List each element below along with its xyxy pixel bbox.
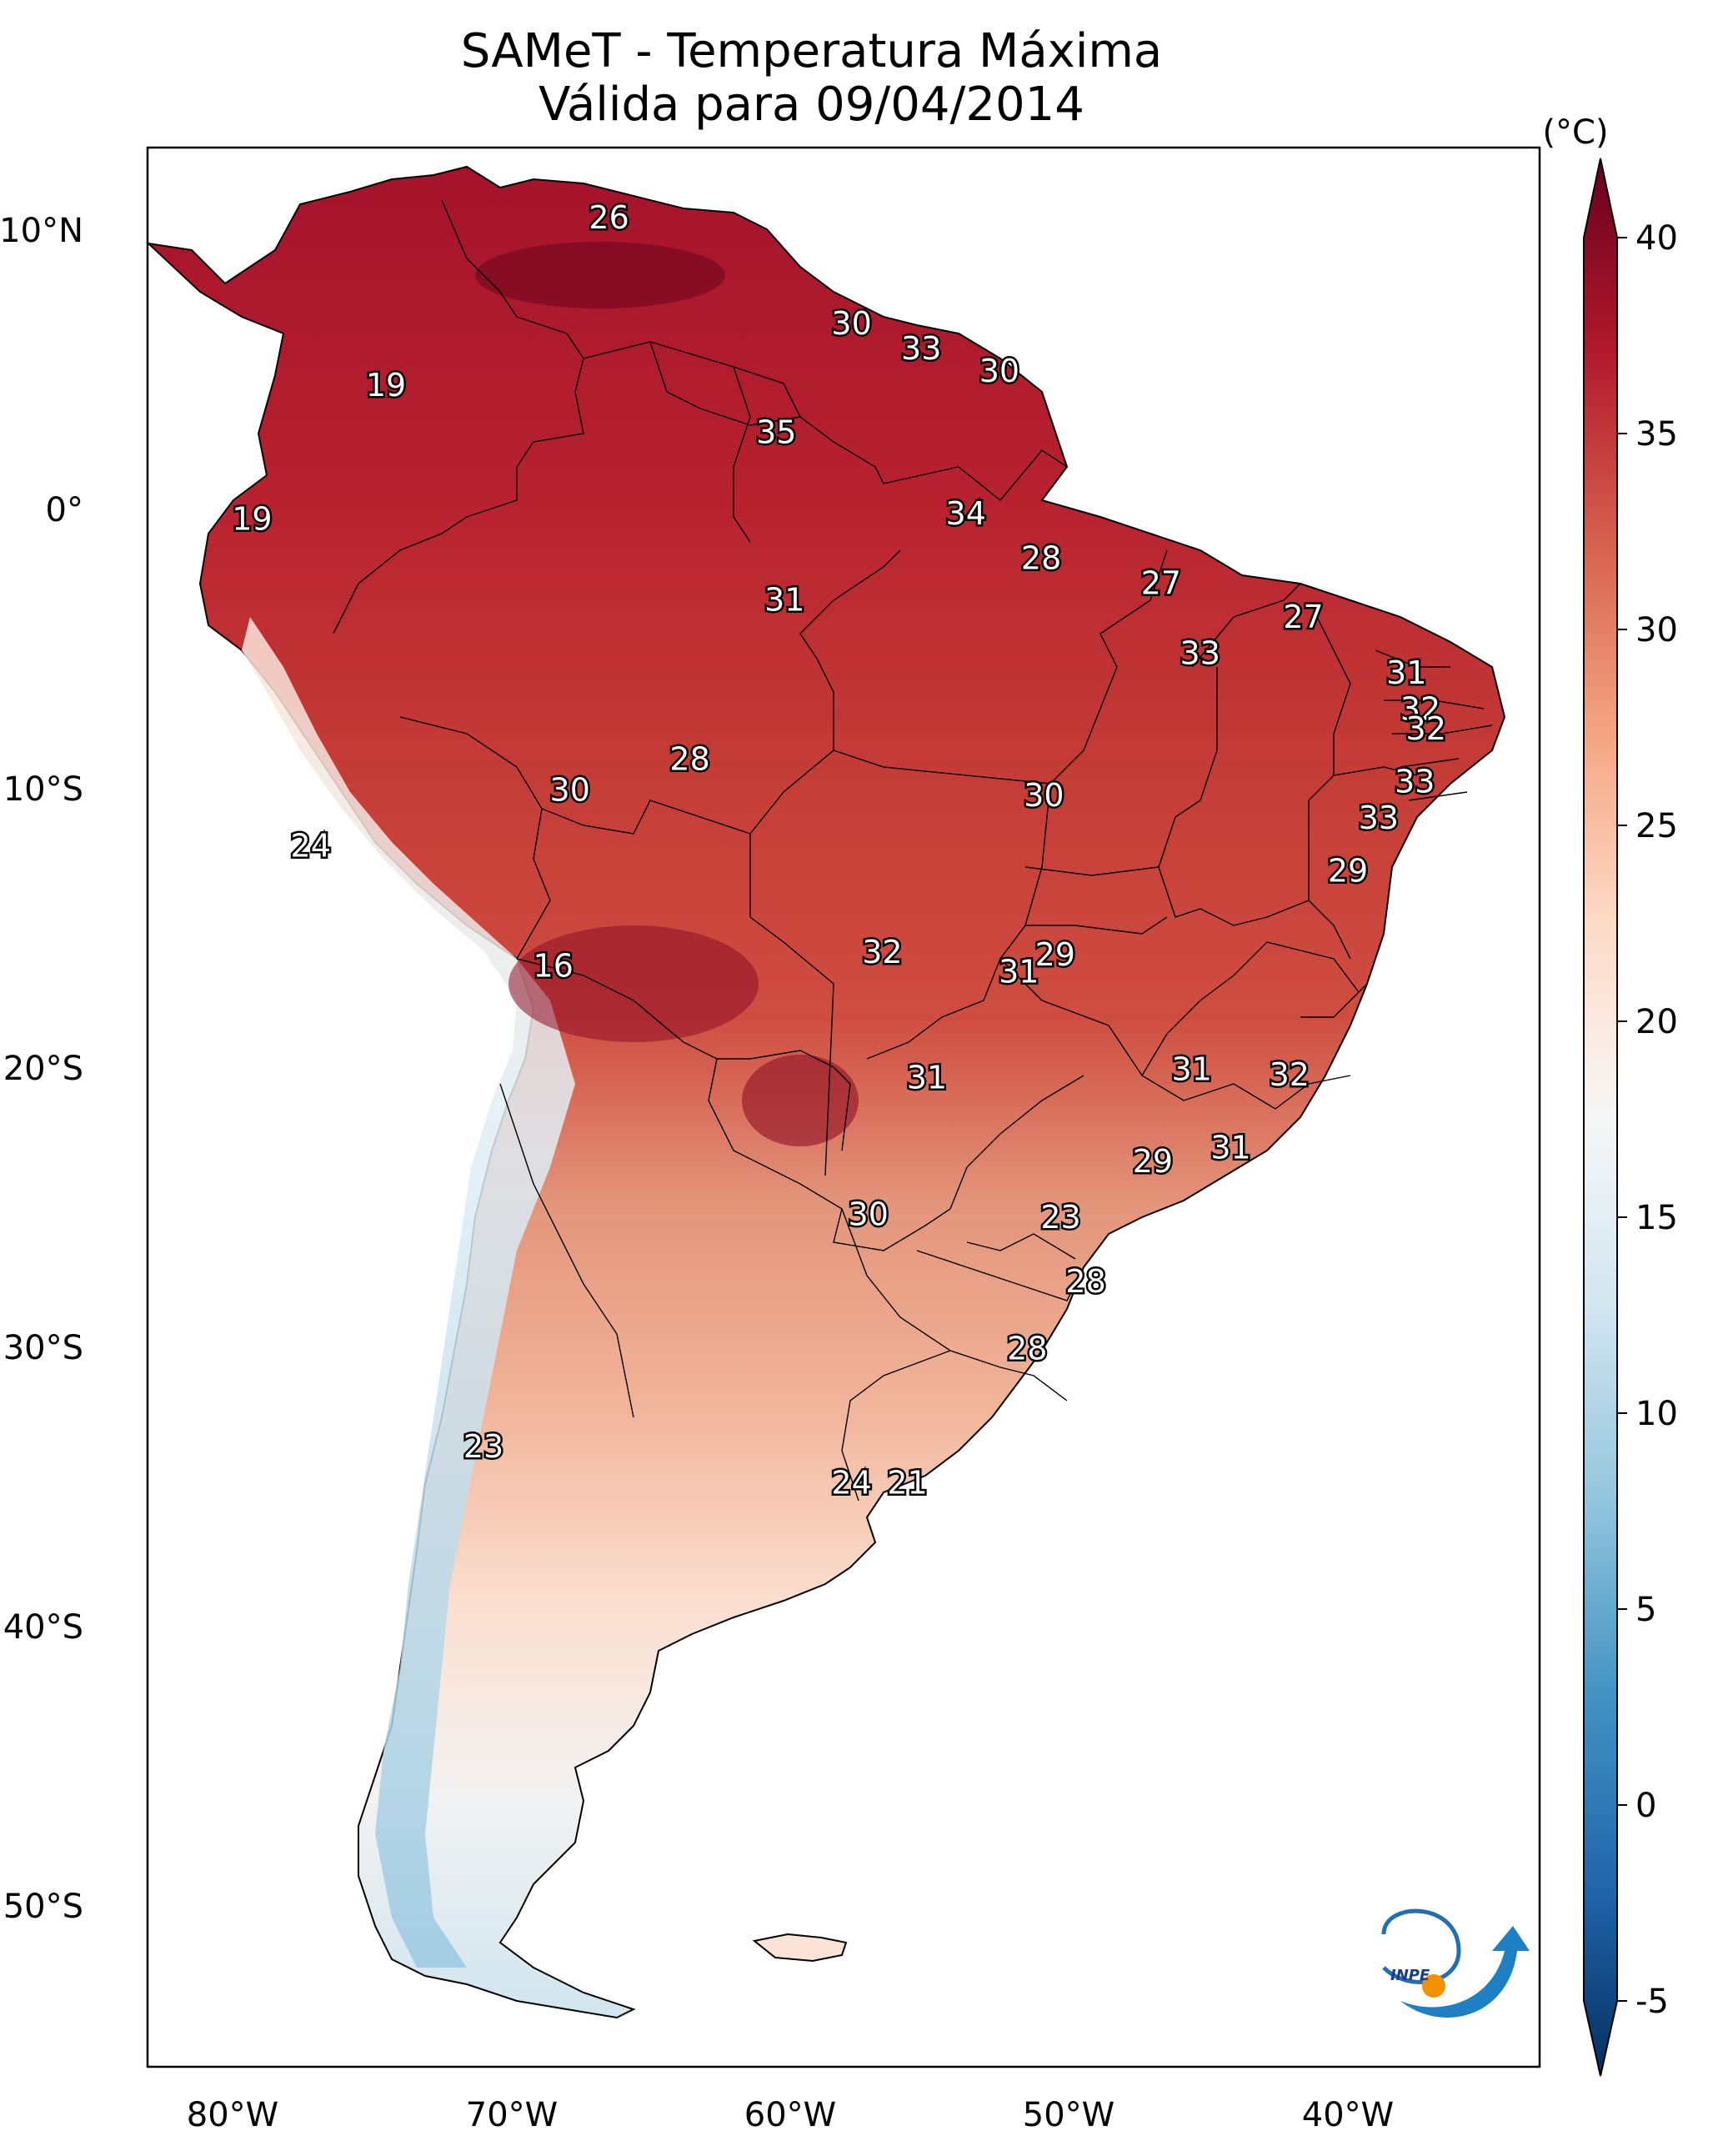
lat-label: 10°N	[0, 212, 83, 250]
temperature-value-label: 28	[1065, 1263, 1105, 1300]
colorbar-tick-label: -5	[1635, 1983, 1669, 2021]
colorbar-unit: (°C)	[1542, 113, 1608, 152]
colorbar-tick-label: 15	[1635, 1199, 1678, 1237]
temperature-value-label: 29	[1035, 936, 1075, 973]
falkland-islands	[752, 1933, 848, 1963]
temperature-value-label: 30	[550, 772, 590, 809]
lat-label: 10°S	[3, 770, 83, 809]
colorbar: (°C) 40 35 30 25 20 15 10 5 0 -5	[1542, 113, 1678, 2077]
temperature-value-label: 33	[1359, 800, 1399, 836]
lon-label: 50°W	[1023, 2096, 1114, 2134]
lat-label: 30°S	[3, 1329, 83, 1367]
lon-label: 80°W	[187, 2096, 278, 2134]
temperature-value-label: 23	[1040, 1199, 1080, 1236]
temperature-value-label: 30	[849, 1196, 889, 1233]
colorbar-tick-label: 40	[1635, 219, 1678, 258]
lat-label: 40°S	[3, 1608, 83, 1647]
temperature-value-label: 24	[831, 1464, 871, 1501]
lat-label: 20°S	[3, 1050, 83, 1088]
temperature-value-label: 21	[887, 1464, 927, 1501]
logo-text: INPE	[1390, 1967, 1430, 1984]
temperature-value-label: 26	[589, 199, 629, 236]
colorbar-tick-label: 0	[1635, 1787, 1656, 1825]
colorbar-body	[1583, 158, 1618, 2077]
colorbar-ticks: 40 35 30 25 20 15 10 5 0 -5	[1617, 219, 1678, 2021]
map-title: SAMeT - Temperatura Máxima	[460, 24, 1163, 78]
logo-arrow-icon	[1400, 1926, 1530, 2018]
hot-region-venezuela	[475, 242, 725, 308]
temperature-value-label: 30	[1024, 777, 1064, 814]
temperature-value-label: 23	[463, 1428, 503, 1465]
colorbar-tick-label: 35	[1635, 415, 1678, 454]
temperature-value-label: 27	[1141, 565, 1181, 602]
lat-label: 50°S	[3, 1888, 83, 1926]
temperature-value-label: 33	[901, 330, 941, 367]
hot-region-bolivia	[508, 925, 759, 1042]
temperature-value-label: 32	[862, 934, 902, 970]
temperature-value-label: 27	[1283, 599, 1323, 635]
temperature-value-label: 31	[1172, 1051, 1212, 1088]
temperature-value-label: 29	[1328, 853, 1368, 890]
lon-label: 70°W	[466, 2096, 558, 2134]
lon-label: 40°W	[1302, 2096, 1394, 2134]
temperature-value-label: 19	[232, 501, 272, 538]
temperature-value-label: 32	[1400, 690, 1440, 727]
temperature-value-label: 28	[1007, 1331, 1047, 1367]
andes-cool-region	[242, 617, 575, 1968]
logo-sun-icon	[1422, 1974, 1445, 1998]
longitude-axis: 80°W 70°W 60°W 50°W 40°W	[187, 2096, 1394, 2134]
temperature-value-label: 34	[946, 495, 986, 532]
temperature-value-label: 33	[1395, 764, 1435, 800]
colorbar-tick-label: 25	[1635, 807, 1678, 845]
map-subtitle: Válida para 09/04/2014	[538, 78, 1084, 132]
political-borders	[333, 199, 1493, 1502]
temperature-value-label: 35	[756, 414, 796, 451]
temperature-value-label: 31	[1386, 654, 1426, 691]
lon-label: 60°W	[744, 2096, 836, 2134]
temperature-value-label: 31	[764, 582, 804, 619]
temperature-value-label: 33	[1180, 634, 1220, 671]
temperature-value-label: 16	[533, 948, 573, 985]
colorbar-tick-label: 20	[1635, 1003, 1678, 1041]
hot-region-chaco	[742, 1055, 859, 1146]
colorbar-tick-label: 10	[1635, 1395, 1678, 1433]
temperature-value-label: 29	[1133, 1143, 1173, 1180]
temperature-value-label: 24	[291, 828, 331, 865]
temperature-value-label: 28	[669, 741, 709, 778]
logo-orbit-icon	[1381, 1908, 1461, 1984]
temperature-value-label: 30	[979, 353, 1019, 389]
colorbar-tick-label: 5	[1635, 1591, 1656, 1629]
colorbar-tick-label: 30	[1635, 611, 1678, 649]
inpe-logo: INPE	[1381, 1908, 1530, 2018]
temperature-value-label: 19	[366, 367, 406, 404]
temperature-value-label: 28	[1021, 540, 1061, 577]
temperature-value-label: 32	[1406, 710, 1446, 747]
temperature-value-label: 32	[1270, 1056, 1310, 1093]
lat-label: 0°	[46, 491, 83, 529]
temperature-value-label: 31	[907, 1060, 947, 1096]
temperature-value-label: 31	[999, 953, 1039, 990]
latitude-axis: 10°N 0° 10°S 20°S 30°S 40°S 50°S	[0, 212, 83, 1926]
temperature-value-label: 31	[1210, 1129, 1250, 1166]
temperature-value-label: 30	[831, 305, 871, 342]
